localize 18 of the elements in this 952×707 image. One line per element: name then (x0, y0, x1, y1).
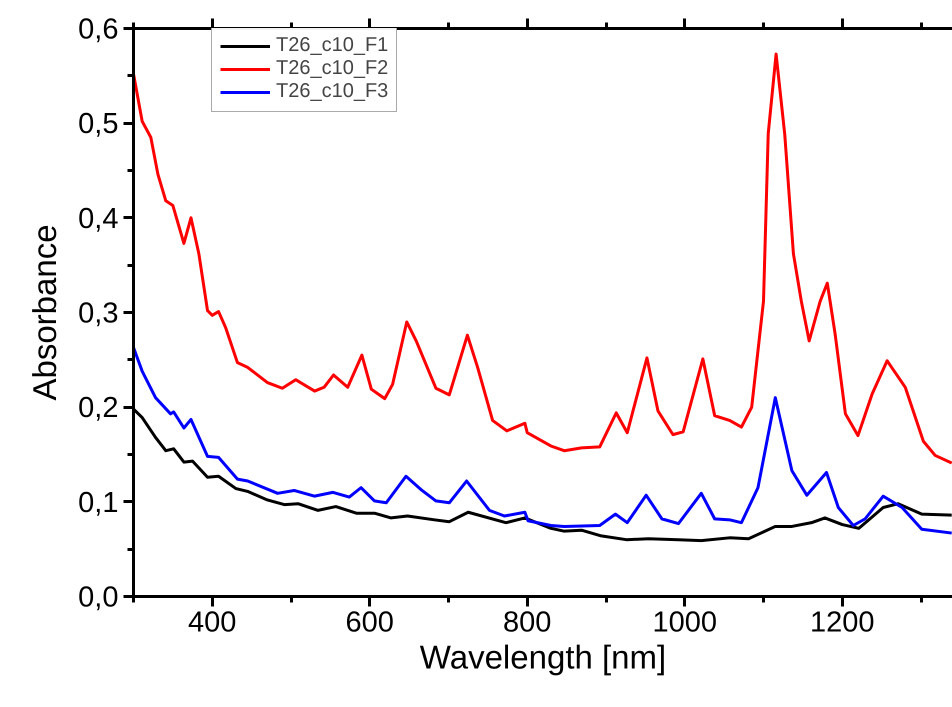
y-tick-label: 0,5 (78, 108, 119, 140)
y-axis-title: Absorbance (26, 224, 64, 401)
x-tick-label: 1200 (810, 606, 875, 638)
x-tick-label: 1000 (652, 606, 718, 638)
y-tick-label: 0,6 (78, 14, 119, 46)
y-tick-label: 0,4 (78, 202, 119, 235)
legend-label: T26_c10_F3 (276, 80, 388, 103)
x-tick-label: 400 (188, 606, 236, 638)
y-tick-label: 0,2 (78, 392, 119, 424)
x-tick-label: 600 (346, 606, 394, 638)
y-tick-label: 0,1 (78, 486, 119, 519)
legend-label: T26_c10_F2 (276, 57, 388, 80)
x-axis-title: Wavelength [nm] (420, 638, 666, 676)
line-series (134, 346, 952, 535)
y-tick-label: 0,3 (78, 298, 119, 330)
x-tick-label: 800 (503, 606, 552, 638)
legend-label: T26_c10_F1 (276, 34, 388, 57)
y-tick-label: 0,0 (78, 582, 119, 614)
